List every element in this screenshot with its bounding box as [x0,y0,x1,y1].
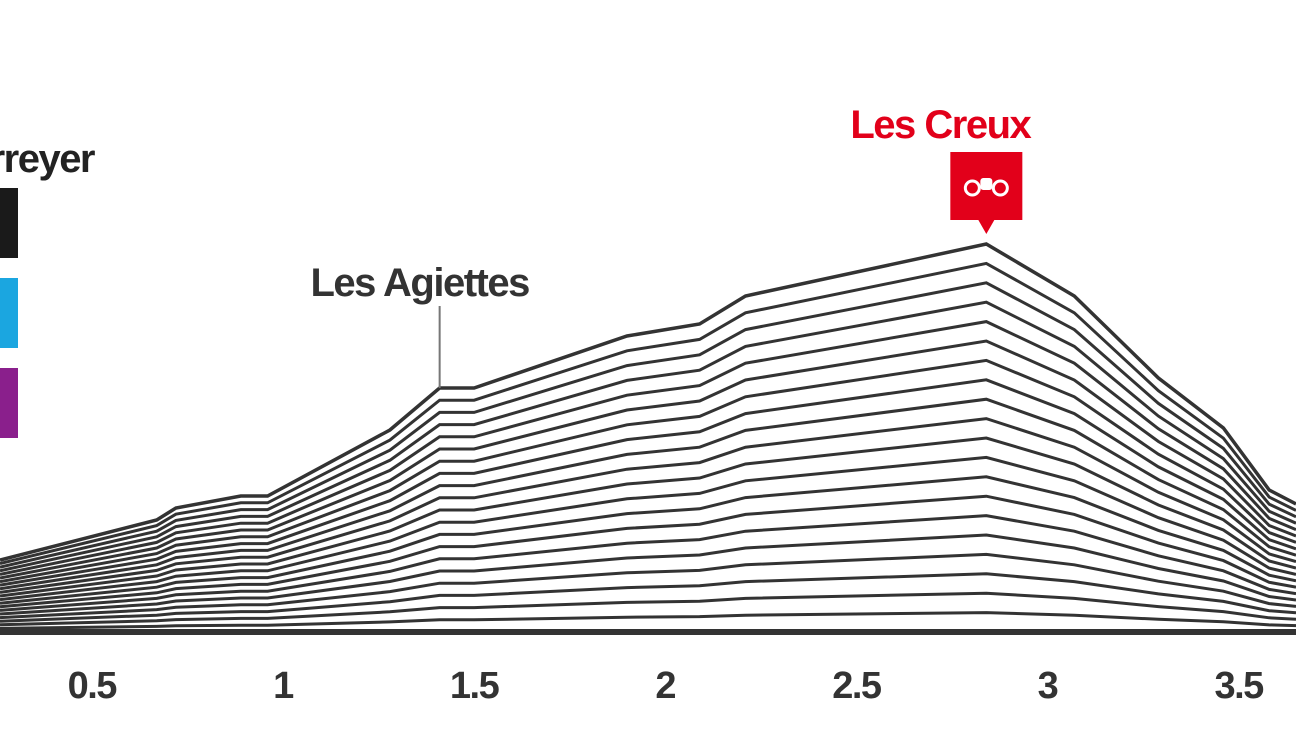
legend-swatch [0,278,18,348]
contour-line [0,397,1296,591]
contour-line [0,300,1296,573]
contour-line [0,378,1296,587]
x-tick-label: 0.5 [68,665,118,707]
contour-line [0,611,1296,630]
contour-line [0,475,1296,605]
contour-line [0,455,1296,602]
contour-line [0,533,1296,616]
annotation: Les Agiettes [310,261,529,305]
icon-part [991,179,1009,197]
contour-line [0,281,1296,569]
x-tick-label: 3 [1038,665,1058,707]
x-tick-label: 3.5 [1214,665,1264,707]
x-tick-label: 2.5 [832,665,882,707]
contour-line [0,572,1296,623]
profile-line [0,242,1296,562]
icon-part [963,179,981,197]
contour-line [0,339,1296,580]
contour-line [0,320,1296,576]
contour-line [0,261,1296,566]
icon-part [980,178,993,190]
legend-swatch [0,368,18,438]
contour-line [0,358,1296,584]
contour-line [0,591,1296,627]
x-tick-label: 2 [655,665,675,707]
x-tick-label: 1.5 [450,665,500,707]
x-tick-label: 1 [273,665,294,707]
viewpoint-marker [950,152,1023,234]
contour-line [0,436,1296,598]
contour-line [0,552,1296,620]
contour-line [0,417,1296,594]
contour-line [0,514,1296,612]
viewpoint-icon [963,178,1009,197]
legend-swatch [0,188,18,258]
contour-line [0,494,1296,609]
legend-label: rreyer [0,137,95,181]
annotation: Les Creux [850,103,1031,147]
